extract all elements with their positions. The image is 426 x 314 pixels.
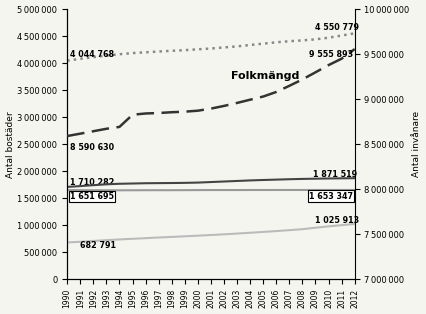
Text: 1 871 519: 1 871 519 [312,170,356,179]
Text: 4 550 779: 4 550 779 [315,23,359,32]
Y-axis label: Antal bostäder: Antal bostäder [6,111,14,177]
Text: 1 710 282: 1 710 282 [69,178,114,187]
Text: 682 791: 682 791 [80,241,116,250]
Y-axis label: Antal invånare: Antal invånare [412,111,420,177]
Text: Folkmängd: Folkmängd [230,71,298,81]
Text: 1 653 347: 1 653 347 [308,192,352,201]
Text: 1 025 913: 1 025 913 [315,215,359,225]
Text: 8 590 630: 8 590 630 [69,143,114,153]
Text: 1 651 695: 1 651 695 [69,192,113,201]
Text: 4 044 768: 4 044 768 [69,51,114,59]
Text: 9 555 893: 9 555 893 [308,50,352,59]
